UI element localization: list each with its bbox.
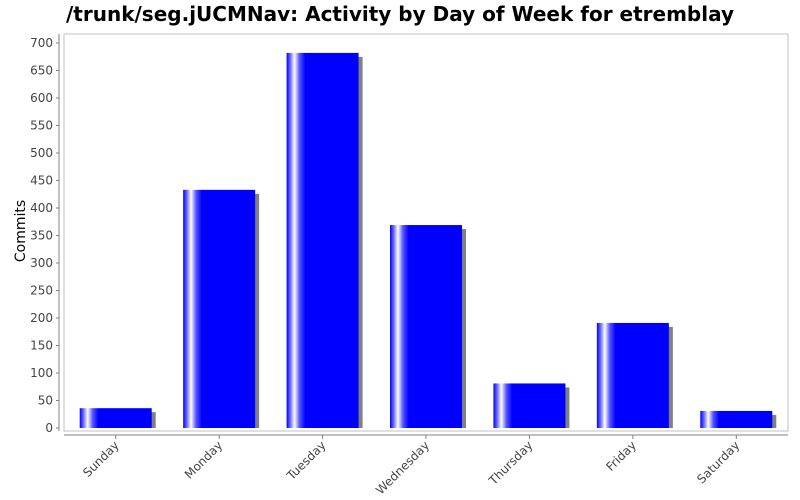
bar-wednesday [390, 225, 462, 428]
bar-friday [596, 322, 669, 428]
y-tick-label: 100 [30, 366, 53, 380]
chart-title: /trunk/seg.jUCMNav: Activity by Day of W… [66, 2, 734, 26]
bar-thursday [493, 383, 566, 428]
x-tick-label-friday: Friday [603, 438, 639, 474]
x-tick-label-sunday: Sunday [80, 438, 122, 480]
bar-saturday [700, 410, 773, 428]
y-tick-label: 500 [30, 146, 53, 160]
y-tick-label: 300 [30, 256, 53, 270]
bar-tuesday [286, 52, 359, 429]
x-tick-label-tuesday: Tuesday [284, 438, 329, 483]
y-tick-label: 600 [30, 91, 53, 105]
x-tick-label-wednesday: Wednesday [373, 438, 432, 497]
y-tick-label: 200 [30, 311, 53, 325]
bar-monday [183, 189, 256, 428]
y-tick-label: 50 [38, 394, 53, 408]
y-tick-label: 350 [30, 229, 53, 243]
y-tick-label: 150 [30, 339, 53, 353]
y-axis-label: Commits [13, 200, 29, 262]
y-tick-label: 450 [30, 174, 53, 188]
y-tick-label: 550 [30, 119, 53, 133]
y-tick-label: 400 [30, 201, 53, 215]
y-tick-label: 650 [30, 64, 53, 78]
x-tick-label-thursday: Thursday [485, 438, 535, 488]
y-tick-label: 700 [30, 36, 53, 50]
x-tick-label-monday: Monday [182, 438, 225, 481]
y-tick-label: 0 [45, 421, 53, 435]
x-tick-label-saturday: Saturday [694, 438, 742, 486]
bar-sunday [79, 408, 152, 428]
y-tick-label: 250 [30, 284, 53, 298]
